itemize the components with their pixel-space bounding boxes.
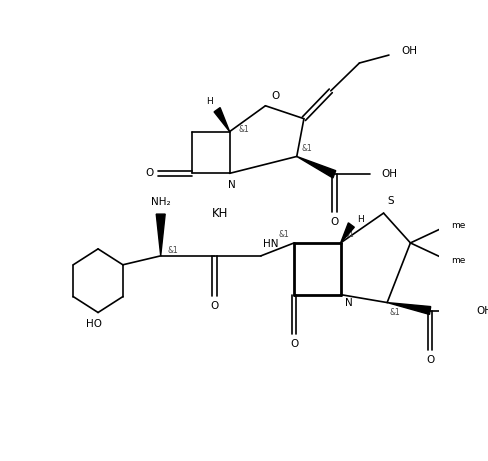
Polygon shape: [386, 302, 430, 314]
Text: &1: &1: [278, 230, 289, 239]
Polygon shape: [340, 223, 354, 243]
Text: O: O: [210, 301, 218, 311]
Text: &1: &1: [301, 144, 311, 153]
Text: S: S: [386, 196, 393, 206]
Polygon shape: [296, 156, 335, 178]
Text: HN: HN: [262, 239, 278, 249]
Text: HO: HO: [85, 319, 102, 330]
Text: O: O: [144, 168, 153, 178]
Text: O: O: [329, 217, 338, 227]
Text: &1: &1: [343, 230, 353, 239]
Text: &1: &1: [389, 308, 400, 317]
Text: OH: OH: [380, 169, 396, 179]
Text: O: O: [271, 91, 279, 101]
Text: &1: &1: [238, 125, 249, 134]
Text: O: O: [425, 355, 433, 365]
Text: KH: KH: [211, 207, 227, 219]
Text: OH: OH: [476, 306, 488, 315]
Text: N: N: [227, 180, 235, 190]
Text: me: me: [451, 220, 465, 230]
Text: O: O: [289, 339, 298, 349]
Text: N: N: [345, 297, 352, 307]
Text: OH: OH: [401, 46, 417, 56]
Polygon shape: [156, 214, 165, 256]
Text: H: H: [356, 214, 363, 224]
Text: &1: &1: [167, 246, 178, 255]
Text: NH₂: NH₂: [151, 197, 170, 207]
Text: me: me: [451, 256, 465, 266]
Text: H: H: [206, 97, 213, 106]
Polygon shape: [214, 107, 229, 131]
